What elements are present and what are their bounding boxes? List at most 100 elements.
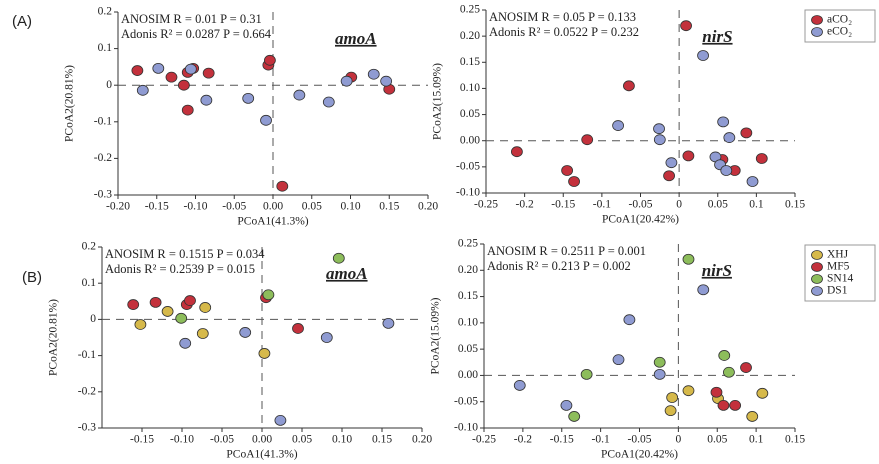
y-tick-label: -0.1 <box>78 349 96 361</box>
annotation: ANOSIM R = 0.2511 P = 0.001 <box>487 244 646 258</box>
x-tick-label: -0.2 <box>514 434 532 446</box>
point <box>717 399 730 411</box>
y-tick-label: -0.3 <box>94 189 112 201</box>
y-tick-label: 0.20 <box>458 264 478 276</box>
x-tick-label: 0.20 <box>412 434 432 446</box>
point <box>746 176 759 187</box>
x-tick-label: -0.05 <box>629 199 653 211</box>
point <box>199 302 212 313</box>
point <box>134 319 147 330</box>
legend-marker <box>811 15 823 25</box>
y-tick-label: -0.05 <box>456 160 480 172</box>
point <box>665 157 678 169</box>
x-tick-label: -0.05 <box>210 434 234 446</box>
x-tick-label: 0.15 <box>785 199 805 211</box>
point <box>612 354 625 366</box>
point <box>717 116 730 128</box>
point <box>161 306 174 317</box>
point <box>258 348 271 359</box>
point <box>292 323 304 334</box>
point <box>653 134 666 146</box>
x-tick-label: 0.15 <box>372 434 392 446</box>
x-tick-label: 0.10 <box>332 434 352 446</box>
y-tick-label: 0.20 <box>460 30 480 42</box>
panel-label: (B) <box>22 269 42 286</box>
x-tick-label: 0.05 <box>708 199 728 211</box>
point <box>740 127 753 139</box>
y-tick-label: 0.00 <box>458 369 478 381</box>
x-tick-label: 0.00 <box>263 201 283 213</box>
y-tick-label: 0.15 <box>460 56 480 68</box>
y-tick-label: -0.2 <box>78 385 96 397</box>
point <box>653 123 665 135</box>
point <box>710 386 723 398</box>
point <box>293 89 306 101</box>
point <box>718 350 731 361</box>
point <box>196 328 209 339</box>
point <box>697 50 709 61</box>
x-tick-label: -0.25 <box>472 434 496 446</box>
point <box>181 104 194 116</box>
x-tick-label: 0.00 <box>252 434 272 446</box>
panel-label: (A) <box>12 13 32 30</box>
y-tick-label: 0.05 <box>458 343 478 355</box>
x-tick-label: -0.05 <box>628 434 652 446</box>
point <box>202 67 215 79</box>
point <box>612 120 624 131</box>
point <box>242 92 255 104</box>
x-tick-label: 0.1 <box>749 199 764 211</box>
x-tick-label: -0.15 <box>130 434 154 446</box>
y-axis-label: PCoA2(15.09%) <box>432 63 444 140</box>
legend-marker <box>811 250 823 260</box>
point <box>184 63 197 75</box>
point <box>131 65 144 76</box>
point <box>263 54 276 66</box>
point <box>561 165 574 176</box>
legend-marker <box>811 286 823 296</box>
y-tick-label: 0.2 <box>82 241 97 253</box>
annotation: Adonis R² = 0.0522 P = 0.232 <box>489 25 639 39</box>
x-tick-label: 0.10 <box>340 201 360 213</box>
point <box>723 132 736 143</box>
point <box>382 317 395 329</box>
point <box>653 356 666 368</box>
x-tick-label: -0.15 <box>145 201 169 213</box>
point <box>322 96 335 108</box>
y-axis-label: PCoA2(20.81%) <box>64 65 76 142</box>
point <box>513 380 526 391</box>
gene-label: nirS <box>702 261 732 280</box>
legend-label: SN14 <box>827 273 853 285</box>
point <box>720 165 733 176</box>
x-tick-label: -0.2 <box>516 199 534 211</box>
point <box>340 75 353 87</box>
point <box>682 385 695 397</box>
y-axis-label: PCoA2(20.81%) <box>48 299 60 376</box>
point <box>274 414 287 426</box>
point <box>127 299 140 310</box>
legend-marker <box>811 262 823 272</box>
point <box>697 284 710 296</box>
point <box>756 387 769 399</box>
x-tick-label: 0 <box>676 199 682 211</box>
point <box>682 253 695 265</box>
x-axis-label: PCoA1(20.42%) <box>602 214 679 226</box>
x-axis-label: PCoA1(41.3%) <box>237 216 308 228</box>
x-axis-label: PCoA1(20.42%) <box>601 449 678 461</box>
legend-label: eCO₂ <box>827 26 852 38</box>
legend-marker <box>811 274 823 284</box>
x-tick-label: -0.25 <box>474 199 498 211</box>
point <box>380 75 393 87</box>
x-tick-label: -0.10 <box>170 434 194 446</box>
legend-label: aCO₂ <box>827 14 852 26</box>
point <box>136 84 149 96</box>
point <box>682 150 695 162</box>
y-tick-label: -0.3 <box>78 422 96 434</box>
x-tick-label: 0.05 <box>302 201 322 213</box>
point <box>666 392 679 403</box>
y-axis-label: PCoA2(15.09%) <box>430 297 442 374</box>
point <box>746 411 759 422</box>
x-tick-label: 0.05 <box>292 434 312 446</box>
x-tick-label: -0.1 <box>592 434 610 446</box>
x-tick-label: -0.05 <box>222 201 246 213</box>
y-tick-label: 0.10 <box>460 82 480 94</box>
